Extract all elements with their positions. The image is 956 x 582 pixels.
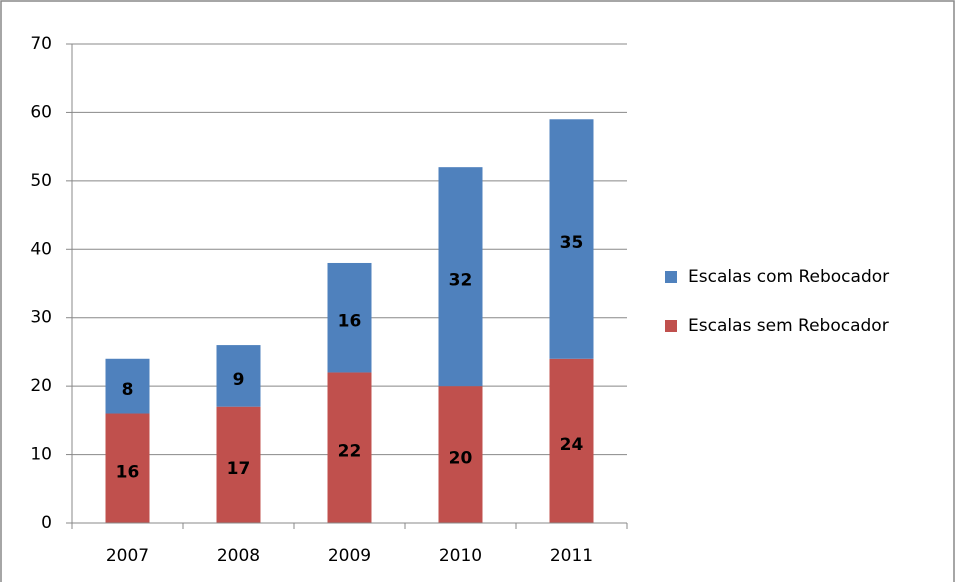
bar-segment: [327, 372, 372, 523]
data-label: 16: [116, 462, 140, 482]
y-tick-label: 10: [30, 445, 52, 465]
data-label: 24: [560, 435, 584, 455]
bar-segment: [216, 406, 261, 523]
bar-segment: [327, 262, 372, 373]
x-tick-label: 2010: [439, 546, 482, 566]
data-label: 32: [449, 271, 473, 291]
legend-swatch: [665, 271, 677, 283]
legend-swatch: [665, 320, 677, 332]
bar-segment: [105, 413, 150, 523]
y-tick-label: 70: [30, 34, 52, 54]
x-tick-label: 2009: [328, 546, 371, 566]
data-label: 16: [338, 312, 362, 332]
legend-label: Escalas sem Rebocador: [688, 316, 889, 336]
data-label: 8: [122, 380, 134, 400]
data-label: 17: [227, 459, 251, 479]
data-label: 22: [338, 442, 362, 462]
y-tick-label: 40: [30, 239, 52, 259]
x-tick-label: 2011: [550, 546, 593, 566]
legend-label: Escalas com Rebocador: [688, 267, 889, 287]
y-tick-label: 0: [41, 513, 52, 533]
bar-segment: [549, 358, 594, 523]
y-tick-label: 20: [30, 376, 52, 396]
data-label: 35: [560, 233, 584, 253]
y-tick-label: 30: [30, 308, 52, 328]
y-tick-label: 60: [30, 102, 52, 122]
x-tick-label: 2008: [217, 546, 260, 566]
bar-segment: [438, 386, 483, 523]
x-tick-label: 2007: [106, 546, 149, 566]
y-tick-label: 50: [30, 171, 52, 191]
bar-segment: [438, 167, 483, 387]
bar-segment: [216, 345, 261, 407]
bar-segment: [549, 119, 594, 359]
data-label: 20: [449, 449, 473, 469]
bar-segment: [105, 358, 150, 414]
data-label: 9: [233, 370, 245, 390]
